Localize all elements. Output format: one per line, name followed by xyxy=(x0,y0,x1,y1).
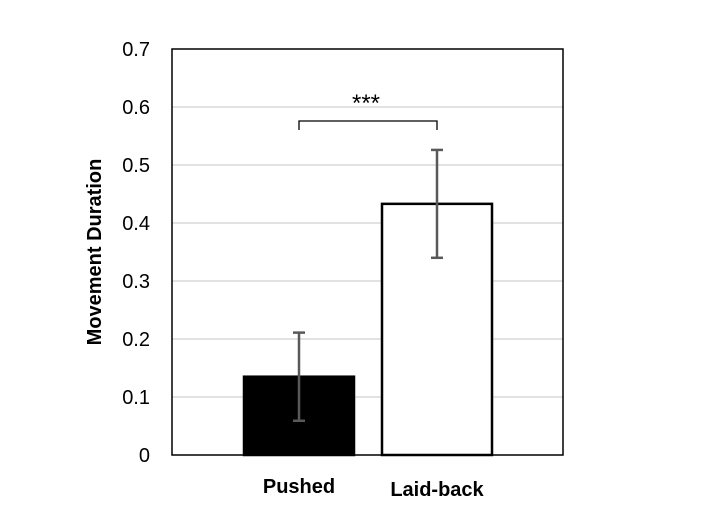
y-tick-label: 0.3 xyxy=(122,271,150,293)
gridlines xyxy=(172,106,563,398)
x-axis-categories: Pushed Laid-back xyxy=(263,476,485,501)
y-tick-label: 0.1 xyxy=(122,387,150,409)
y-tick-label: 0.7 xyxy=(122,39,150,61)
y-tick-label: 0.4 xyxy=(122,213,150,235)
bars xyxy=(242,202,494,457)
x-category-label: Pushed xyxy=(263,476,335,498)
y-tick-label: 0 xyxy=(139,445,150,467)
significance-label: *** xyxy=(352,90,380,117)
x-category-label: Laid-back xyxy=(390,479,484,501)
y-tick-label: 0.6 xyxy=(122,97,150,119)
y-tick-label: 0.5 xyxy=(122,155,150,177)
y-axis-ticks: 0 0.1 0.2 0.3 0.4 0.5 0.6 0.7 xyxy=(122,39,150,467)
error-bars xyxy=(293,148,443,423)
y-tick-label: 0.2 xyxy=(122,329,150,351)
y-axis-label: Movement Duration xyxy=(84,159,106,346)
bracket-line xyxy=(298,120,438,130)
significance-bracket: *** xyxy=(298,90,438,130)
plot-area-frame xyxy=(171,48,564,456)
